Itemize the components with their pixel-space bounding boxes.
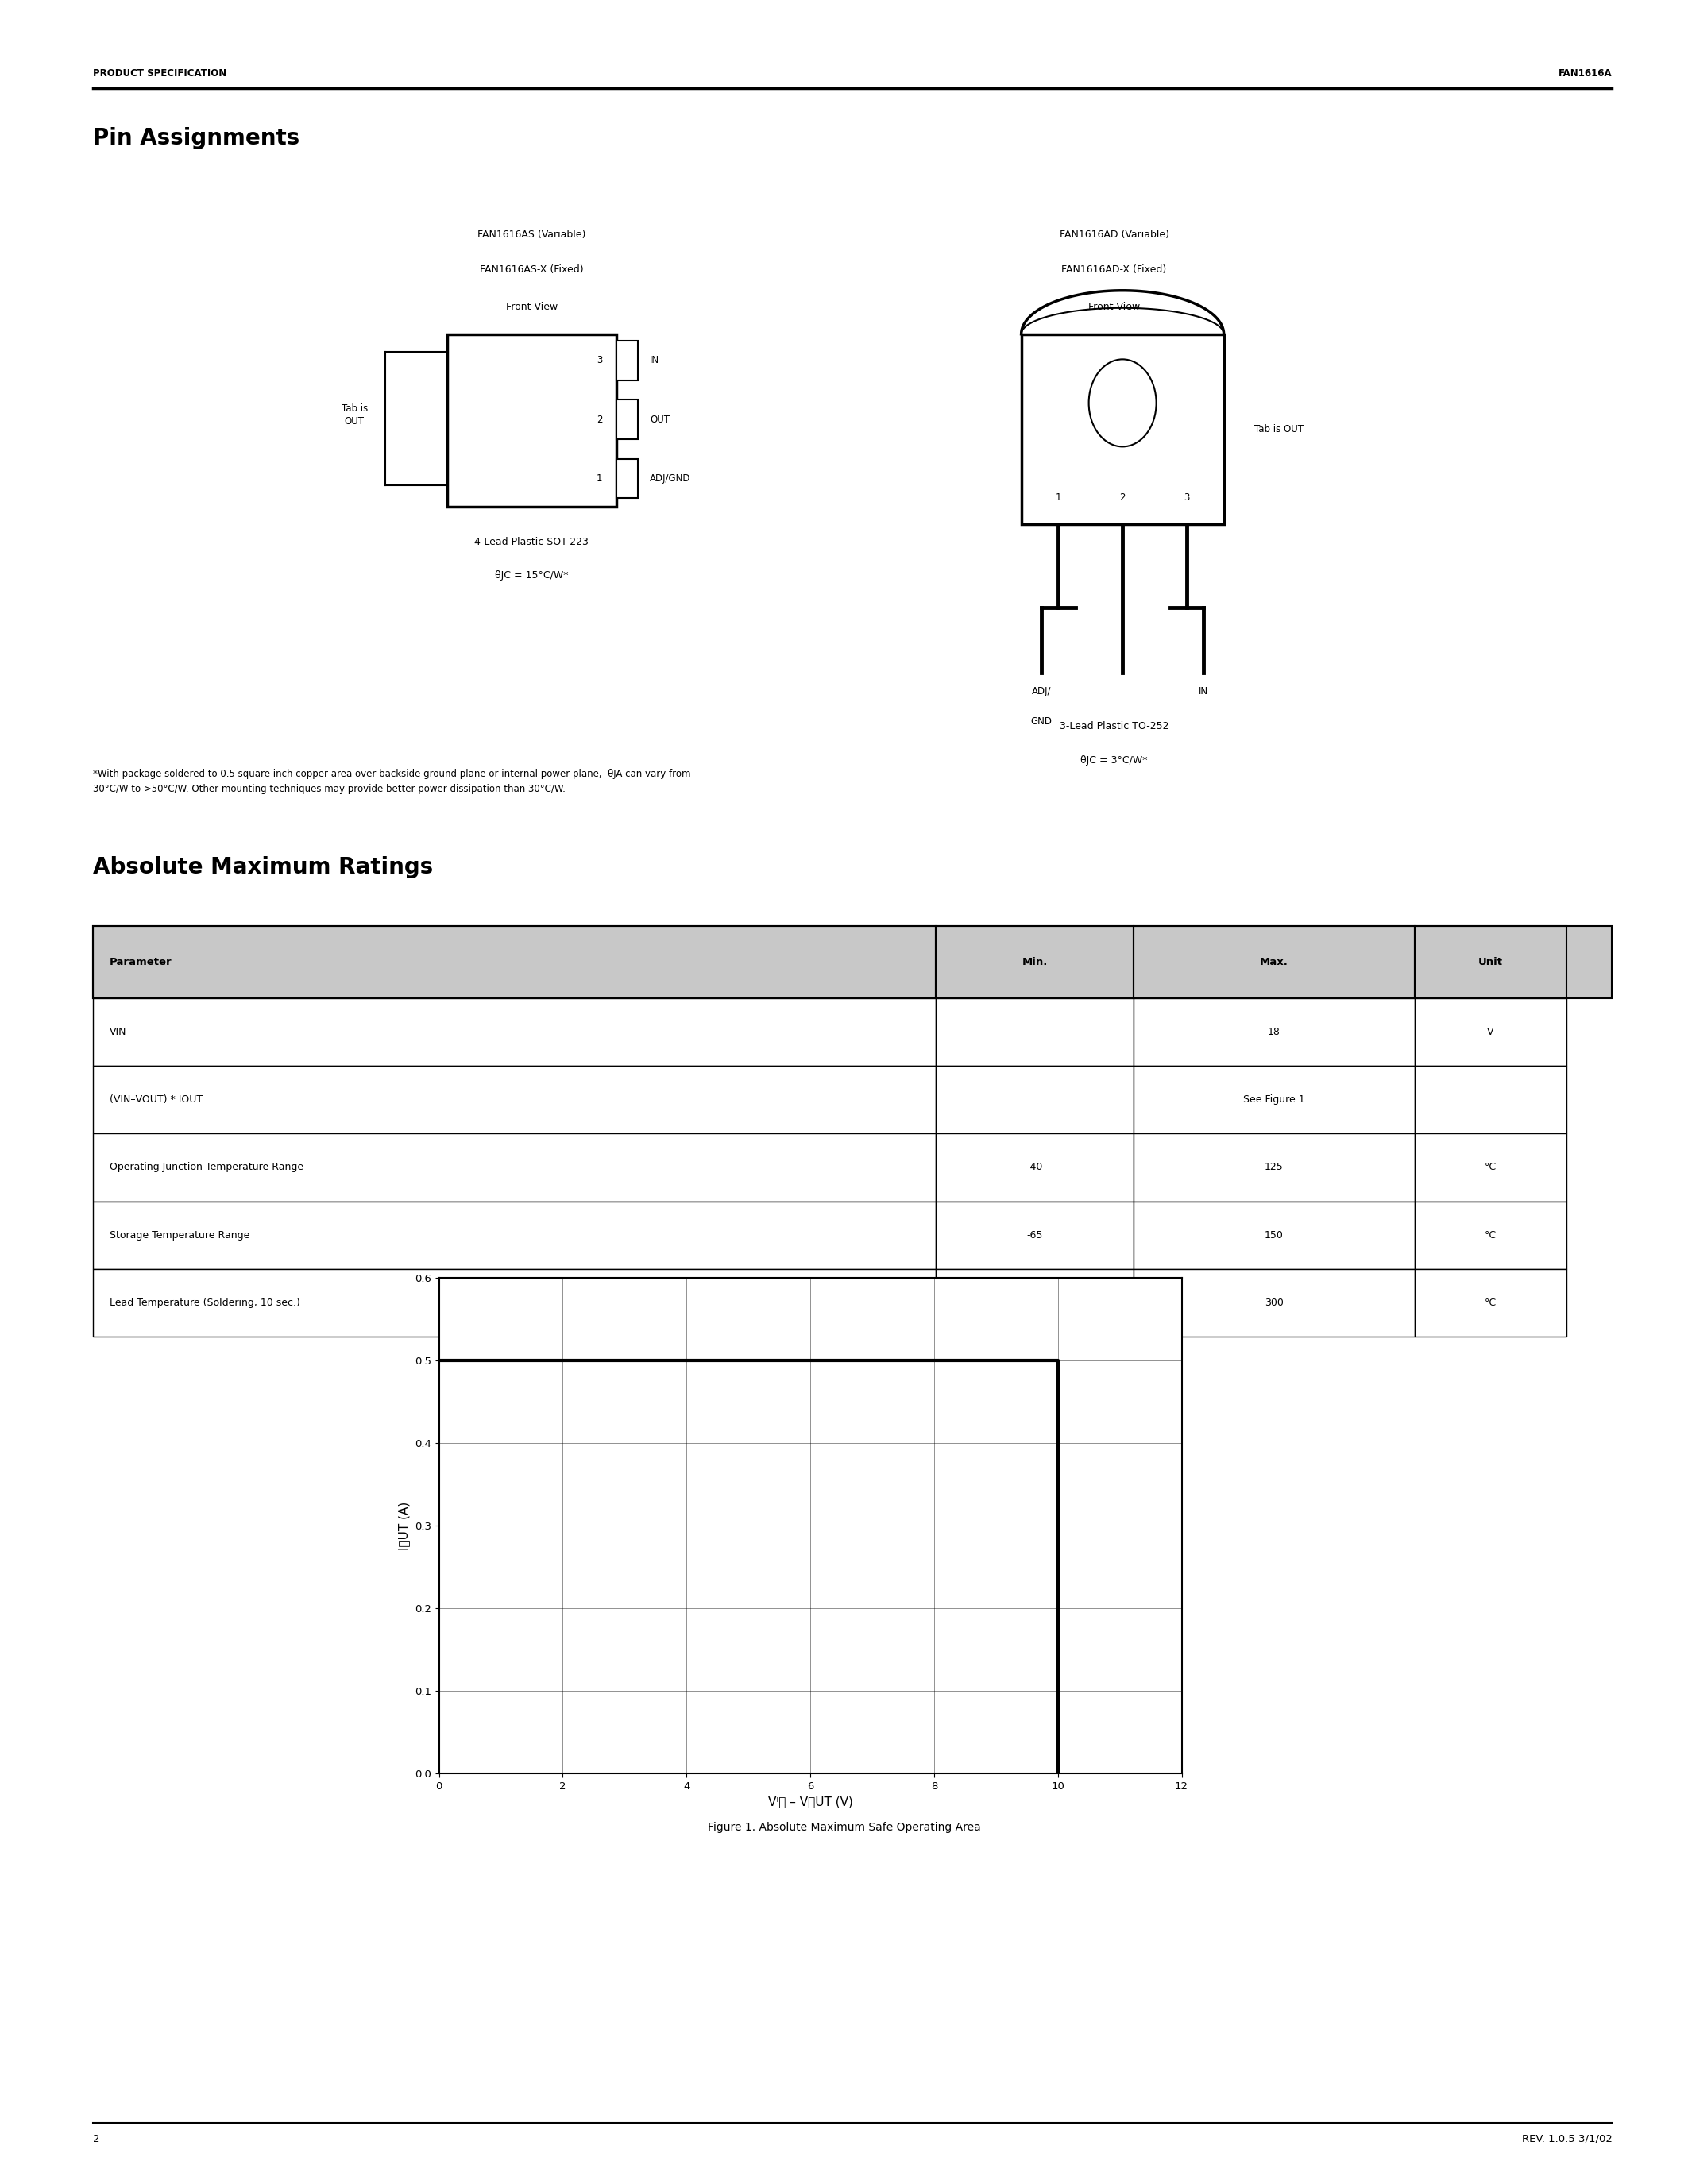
- Polygon shape: [1134, 1269, 1415, 1337]
- Text: 4-Lead Plastic SOT-223: 4-Lead Plastic SOT-223: [474, 537, 589, 548]
- Polygon shape: [935, 998, 1134, 1066]
- Polygon shape: [935, 1133, 1134, 1201]
- Polygon shape: [1415, 1201, 1566, 1269]
- Text: °C: °C: [1484, 1297, 1497, 1308]
- Polygon shape: [935, 1066, 1134, 1133]
- Text: ADJ/GND: ADJ/GND: [650, 474, 690, 483]
- Text: Max.: Max.: [1259, 957, 1288, 968]
- Text: 125: 125: [1264, 1162, 1283, 1173]
- Text: Tab is
OUT: Tab is OUT: [341, 404, 368, 426]
- Text: *With package soldered to 0.5 square inch copper area over backside ground plane: *With package soldered to 0.5 square inc…: [93, 769, 690, 795]
- Polygon shape: [93, 1133, 935, 1201]
- Text: θJC = 3°C/W*: θJC = 3°C/W*: [1080, 756, 1148, 767]
- Text: 3-Lead Plastic TO-252: 3-Lead Plastic TO-252: [1060, 721, 1168, 732]
- Polygon shape: [93, 1066, 935, 1133]
- Text: IN: IN: [650, 356, 660, 365]
- Text: Front View: Front View: [506, 301, 557, 312]
- Polygon shape: [93, 1269, 935, 1337]
- Text: -65: -65: [1026, 1230, 1043, 1241]
- Polygon shape: [935, 1201, 1134, 1269]
- Text: 1: 1: [596, 474, 603, 483]
- Text: FAN1616AS-X (Fixed): FAN1616AS-X (Fixed): [479, 264, 584, 275]
- Polygon shape: [616, 400, 638, 439]
- Polygon shape: [1134, 1133, 1415, 1201]
- Text: V: V: [1487, 1026, 1494, 1037]
- Text: Pin Assignments: Pin Assignments: [93, 127, 299, 149]
- Text: Lead Temperature (Soldering, 10 sec.): Lead Temperature (Soldering, 10 sec.): [110, 1297, 300, 1308]
- Polygon shape: [1415, 998, 1566, 1066]
- Polygon shape: [93, 998, 935, 1066]
- Polygon shape: [616, 341, 638, 380]
- Text: (VIN–VOUT) * IOUT: (VIN–VOUT) * IOUT: [110, 1094, 203, 1105]
- Text: Operating Junction Temperature Range: Operating Junction Temperature Range: [110, 1162, 304, 1173]
- Text: IN: IN: [1198, 686, 1209, 697]
- Text: See Figure 1: See Figure 1: [1242, 1094, 1305, 1105]
- Polygon shape: [616, 459, 638, 498]
- Polygon shape: [93, 926, 1612, 998]
- Polygon shape: [447, 334, 616, 507]
- Polygon shape: [1134, 1201, 1415, 1269]
- Text: ADJ/: ADJ/: [1031, 686, 1052, 697]
- X-axis label: Vᴵⰼ – VⰼUT (V): Vᴵⰼ – VⰼUT (V): [768, 1795, 852, 1808]
- Text: FAN1616AS (Variable): FAN1616AS (Variable): [478, 229, 586, 240]
- Text: PRODUCT SPECIFICATION: PRODUCT SPECIFICATION: [93, 68, 226, 79]
- Text: 3: 3: [598, 356, 603, 365]
- Text: °C: °C: [1484, 1230, 1497, 1241]
- Text: 150: 150: [1264, 1230, 1283, 1241]
- Polygon shape: [1415, 1269, 1566, 1337]
- Text: 1: 1: [1055, 491, 1062, 502]
- Text: Front View: Front View: [1089, 301, 1139, 312]
- Text: REV. 1.0.5 3/1/02: REV. 1.0.5 3/1/02: [1521, 2134, 1612, 2145]
- Text: Unit: Unit: [1479, 957, 1502, 968]
- Text: 3: 3: [1183, 491, 1190, 502]
- Polygon shape: [1415, 1133, 1566, 1201]
- Y-axis label: IⰼUT (A): IⰼUT (A): [398, 1500, 410, 1551]
- Text: Absolute Maximum Ratings: Absolute Maximum Ratings: [93, 856, 434, 878]
- Text: VIN: VIN: [110, 1026, 127, 1037]
- Text: Tab is OUT: Tab is OUT: [1254, 424, 1303, 435]
- Text: OUT: OUT: [650, 415, 670, 424]
- Text: 300: 300: [1264, 1297, 1283, 1308]
- Polygon shape: [1415, 1066, 1566, 1133]
- Text: -40: -40: [1026, 1162, 1043, 1173]
- Text: 2: 2: [93, 2134, 100, 2145]
- Text: FAN1616A: FAN1616A: [1558, 68, 1612, 79]
- Text: 2: 2: [596, 415, 603, 424]
- Polygon shape: [935, 1269, 1134, 1337]
- Text: FAN1616AD (Variable): FAN1616AD (Variable): [1060, 229, 1168, 240]
- Polygon shape: [1021, 334, 1224, 524]
- Text: θJC = 15°C/W*: θJC = 15°C/W*: [495, 570, 569, 581]
- Text: FAN1616AD-X (Fixed): FAN1616AD-X (Fixed): [1062, 264, 1166, 275]
- Text: Parameter: Parameter: [110, 957, 172, 968]
- Text: 2: 2: [1119, 491, 1126, 502]
- Text: Figure 1. Absolute Maximum Safe Operating Area: Figure 1. Absolute Maximum Safe Operatin…: [707, 1821, 981, 1832]
- Text: 18: 18: [1268, 1026, 1280, 1037]
- Polygon shape: [1134, 998, 1415, 1066]
- Polygon shape: [1134, 1066, 1415, 1133]
- Text: Storage Temperature Range: Storage Temperature Range: [110, 1230, 250, 1241]
- Text: °C: °C: [1484, 1162, 1497, 1173]
- Polygon shape: [93, 1201, 935, 1269]
- Text: GND: GND: [1031, 716, 1052, 727]
- Text: Min.: Min.: [1021, 957, 1048, 968]
